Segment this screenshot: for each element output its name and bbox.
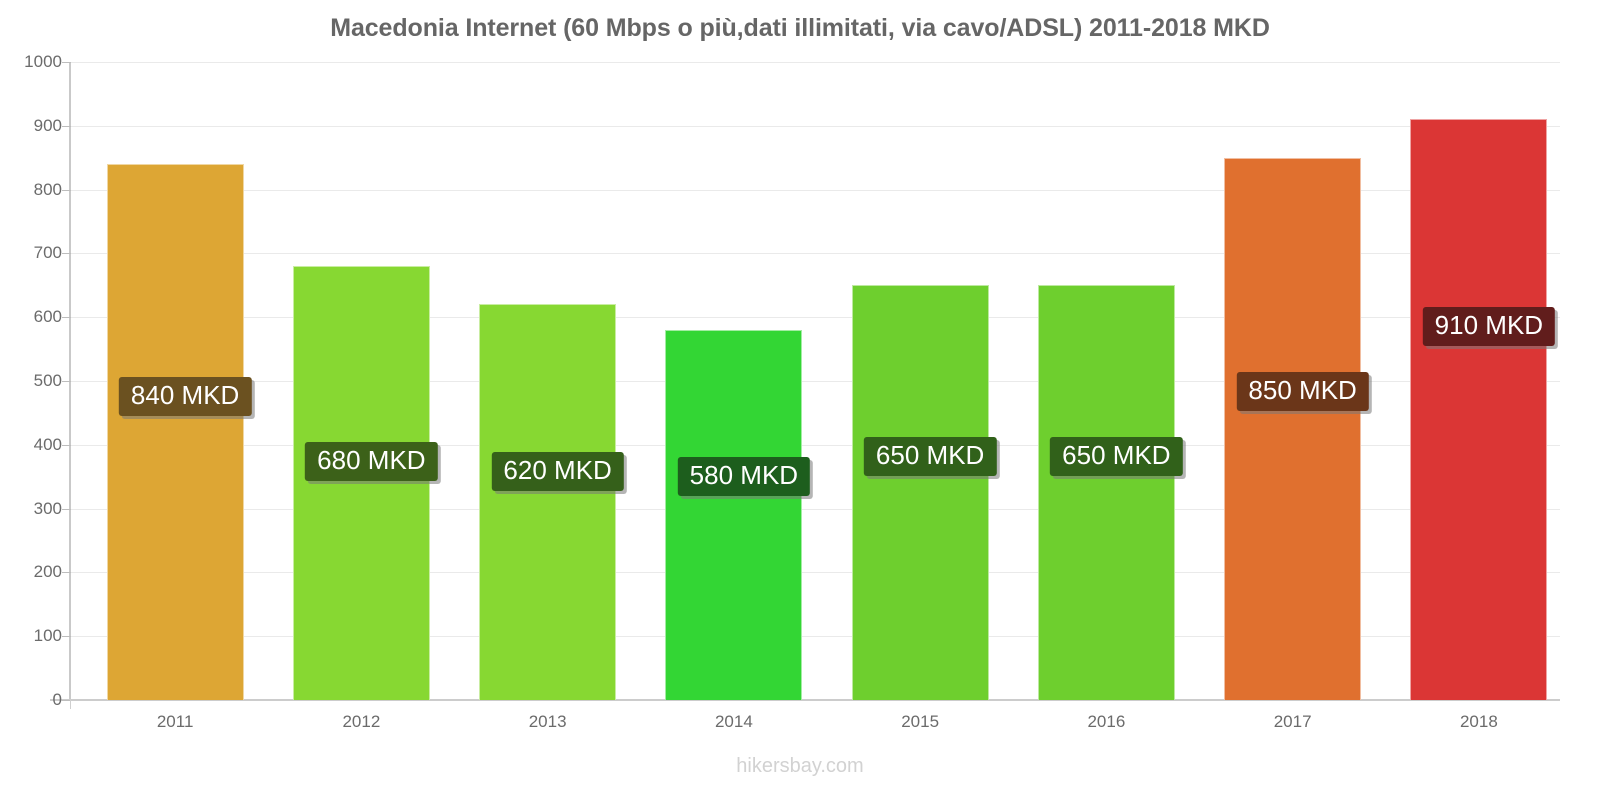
bar-value-label: 910 MKD bbox=[1422, 307, 1556, 347]
bar[interactable] bbox=[479, 304, 617, 700]
plot-area: 840 MKD 680 MKD 620 MKD 580 MKD 650 MKD 650 M… bbox=[70, 62, 1560, 701]
y-axis-tick-mark bbox=[62, 125, 71, 127]
bar[interactable] bbox=[1037, 285, 1175, 700]
bar[interactable] bbox=[292, 266, 430, 700]
gridline bbox=[70, 508, 1560, 510]
gridline bbox=[70, 700, 1560, 701]
bar-value-label: 850 MKD bbox=[1236, 372, 1369, 412]
y-axis-tick-mark bbox=[62, 62, 71, 63]
y-axis-tick-label: 200 bbox=[33, 562, 62, 582]
gridline bbox=[70, 317, 1560, 319]
bar-value-label: 840 MKD bbox=[118, 377, 252, 417]
bar[interactable] bbox=[665, 329, 803, 700]
y-axis-tick-label: 900 bbox=[33, 115, 62, 135]
y-axis-tick-label: 800 bbox=[33, 179, 62, 199]
x-axis-tick-label: 2015 bbox=[901, 712, 940, 731]
y-axis-tick-label: 700 bbox=[33, 243, 62, 263]
y-axis-tick-label: 400 bbox=[33, 434, 62, 454]
bar[interactable] bbox=[851, 285, 989, 700]
bar-value-label: 650 MKD bbox=[1050, 437, 1183, 477]
x-axis-tick-label: 2014 bbox=[714, 712, 753, 731]
y-axis-tick-mark bbox=[62, 189, 71, 191]
y-axis-tick-mark bbox=[62, 508, 71, 510]
x-axis-origin-tick bbox=[70, 700, 71, 709]
bar-value-label: 620 MKD bbox=[491, 452, 624, 492]
x-axis-tick-label: 2018 bbox=[1459, 712, 1498, 731]
x-axis-tick-label: 2012 bbox=[342, 712, 381, 731]
y-axis-tick-mark bbox=[62, 253, 71, 255]
y-axis-tick-mark bbox=[62, 381, 71, 382]
page-title: Macedonia Internet (60 Mbps o più,dati i… bbox=[330, 14, 1270, 42]
y-axis-tick-label: 300 bbox=[33, 498, 62, 518]
y-axis-tick-label: 600 bbox=[33, 307, 62, 327]
x-axis-tick-label: 2017 bbox=[1273, 712, 1312, 731]
y-axis-tick-label: 0 bbox=[52, 690, 62, 709]
gridline bbox=[70, 189, 1560, 191]
bar[interactable] bbox=[106, 164, 244, 700]
y-axis-tick-mark bbox=[62, 444, 71, 446]
y-axis-tick-label: 1000 bbox=[24, 52, 62, 71]
y-axis-tick-mark bbox=[62, 700, 71, 701]
x-axis-tick-label: 2013 bbox=[528, 712, 567, 731]
gridline bbox=[70, 636, 1560, 638]
x-axis-tick-label: 2016 bbox=[1087, 712, 1126, 731]
gridline bbox=[70, 381, 1560, 382]
bar-value-label: 680 MKD bbox=[305, 442, 438, 482]
bar[interactable] bbox=[1224, 157, 1362, 700]
y-axis-tick-label: 500 bbox=[33, 371, 62, 390]
gridline bbox=[70, 253, 1560, 255]
bar-value-label: 650 MKD bbox=[863, 437, 997, 477]
gridline bbox=[70, 444, 1560, 446]
y-axis-tick-mark bbox=[62, 636, 71, 638]
x-axis-tick-label: 2011 bbox=[156, 712, 194, 731]
gridline bbox=[70, 125, 1560, 127]
bar[interactable] bbox=[1410, 119, 1548, 700]
y-axis-tick-label: 100 bbox=[33, 626, 62, 646]
gridline bbox=[70, 62, 1560, 63]
y-axis-tick-mark bbox=[62, 572, 71, 574]
y-axis-tick-mark bbox=[62, 317, 71, 319]
footer-credit: hikersbay.com bbox=[736, 755, 864, 777]
gridline bbox=[70, 572, 1560, 574]
bar-value-label: 580 MKD bbox=[677, 457, 811, 497]
